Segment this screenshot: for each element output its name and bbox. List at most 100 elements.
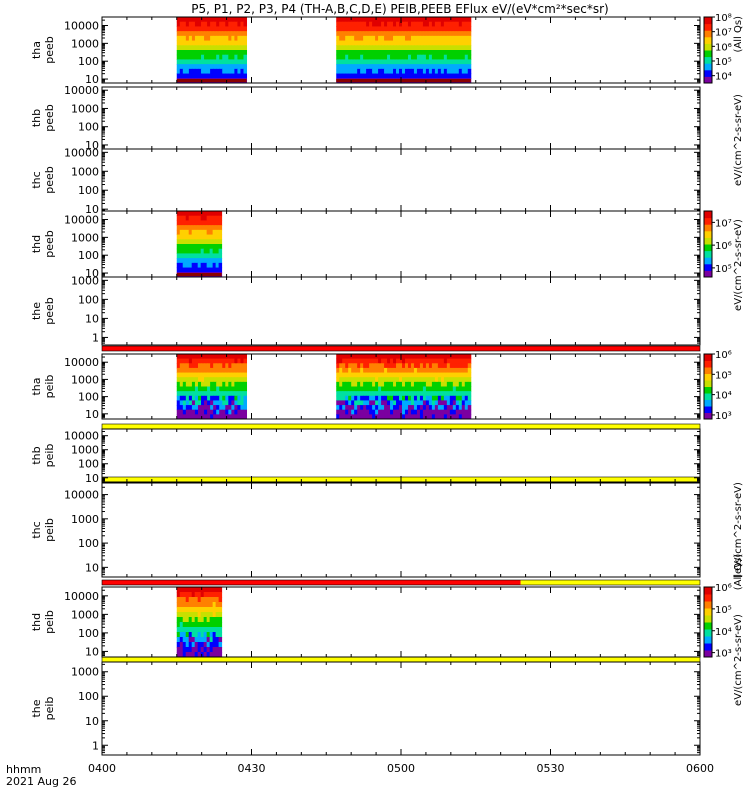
spectrogram-cell	[191, 627, 196, 633]
spectrogram-cell	[215, 225, 220, 231]
spectrogram-cell	[440, 73, 445, 79]
spectrogram-cell	[188, 592, 193, 598]
spectrogram-cell	[203, 642, 208, 648]
spectrogram-cell	[210, 367, 214, 374]
spectrogram-cell	[443, 64, 448, 70]
spectrogram-cell	[434, 377, 439, 383]
spectrogram-cell	[410, 377, 415, 383]
spectrogram-cell	[425, 386, 430, 392]
spectrogram-cell	[399, 35, 403, 42]
spectrogram-cell	[225, 73, 229, 79]
spectrogram-cell	[404, 381, 409, 387]
spectrogram-cell	[231, 358, 235, 364]
spectrogram-cell	[240, 50, 244, 56]
spectrogram-cell	[188, 363, 193, 369]
spectrogram-cell	[219, 358, 223, 364]
spectrogram-cell	[194, 73, 199, 79]
spectrogram-cell	[366, 363, 370, 369]
spectrogram-cell	[191, 26, 196, 32]
spectrogram-cell	[206, 647, 211, 653]
colorbar-cell	[704, 383, 712, 386]
spectrogram-cell	[366, 68, 370, 75]
spectrogram-cell	[461, 64, 466, 70]
spectrogram-cell	[467, 64, 472, 70]
spectrogram-cell	[393, 409, 397, 415]
spectrogram-cell	[218, 244, 223, 250]
spectrogram-cell	[219, 381, 223, 387]
spectrogram-cell	[206, 592, 211, 598]
spectrogram-cell	[387, 372, 391, 378]
spectrogram-cell	[212, 215, 217, 221]
spectrogram-cell	[213, 372, 217, 378]
spectrogram-cell	[203, 612, 208, 618]
spectrogram-cell	[422, 358, 427, 364]
spectrogram-cell	[215, 215, 220, 221]
spectrogram-cell	[378, 26, 382, 32]
spectrogram-cell	[231, 68, 235, 75]
spectrogram-cell	[207, 381, 211, 387]
colorbar-cell	[704, 74, 712, 77]
spectrogram-cell	[375, 354, 379, 360]
spectrogram-cell	[390, 409, 394, 415]
spectrogram-cell	[437, 59, 442, 65]
spectrogram-cell	[194, 45, 199, 51]
colorbar-cell	[704, 604, 712, 607]
spectrogram-cell	[179, 381, 184, 387]
spectrogram-cell	[194, 592, 199, 598]
spectrogram-cell	[194, 372, 199, 378]
spectrogram-cell	[336, 64, 340, 70]
spectrogram-cell	[225, 50, 229, 56]
spectrogram-cell	[357, 59, 361, 65]
spectrogram-cell	[231, 405, 235, 411]
spectrogram-cell	[194, 31, 199, 37]
spectrogram-cell	[354, 363, 358, 369]
spectrogram-cell	[339, 21, 343, 27]
spectrogram-cell	[228, 391, 232, 397]
spectrogram-cell	[351, 26, 355, 32]
spectrogram-cell	[348, 381, 352, 387]
spectrogram-cell	[455, 54, 460, 60]
spectrogram-cell	[422, 391, 427, 397]
spectrogram-cell	[203, 248, 208, 254]
spectrogram-cell	[243, 59, 248, 65]
spectrogram-cell	[237, 358, 241, 364]
spectrogram-cell	[222, 354, 226, 360]
spectrogram-cell	[366, 31, 370, 37]
spectrogram-cell	[215, 258, 220, 264]
spectrogram-cell	[222, 363, 226, 369]
spectrogram-cell	[228, 358, 232, 364]
spectrogram-cell	[428, 409, 433, 415]
spectrogram-cell	[449, 50, 454, 56]
spectrogram-cell	[191, 632, 196, 638]
spectrogram-cell	[452, 363, 457, 369]
spectrogram-cell	[194, 59, 199, 65]
spectrogram-cell	[194, 652, 199, 658]
spectrogram-cell	[204, 26, 208, 32]
spectrogram-cell	[455, 35, 460, 42]
spectrogram-cell	[339, 35, 343, 42]
colorbar-cell	[704, 217, 712, 220]
spectrogram-cell	[222, 386, 226, 392]
spectrogram-cell	[351, 358, 355, 364]
spectrogram-cell	[467, 381, 472, 387]
spectrogram-cell	[234, 21, 238, 27]
spectrogram-cell	[201, 54, 205, 60]
spectrogram-cell	[194, 354, 199, 360]
spectrogram-cell	[201, 414, 205, 420]
spectrogram-cell	[225, 358, 229, 364]
spectrogram-cell	[354, 31, 358, 37]
spectrogram-cell	[375, 31, 379, 37]
spectrogram-cell	[210, 391, 214, 397]
spectrogram-cell	[422, 372, 427, 378]
spectrogram-cell	[185, 637, 190, 643]
spectrogram-cell	[339, 386, 343, 392]
y-tick-label: 100	[78, 184, 99, 197]
spectrogram-cell	[218, 637, 223, 643]
spectrogram-cell	[410, 358, 415, 364]
spectrogram-cell	[393, 405, 397, 411]
spectrogram-cell	[336, 414, 340, 420]
spectrogram-cell	[179, 244, 184, 250]
spectrogram-cell	[419, 45, 424, 51]
spectrogram-cell	[207, 59, 211, 65]
colorbar-tick-label: 10⁷	[715, 28, 732, 39]
